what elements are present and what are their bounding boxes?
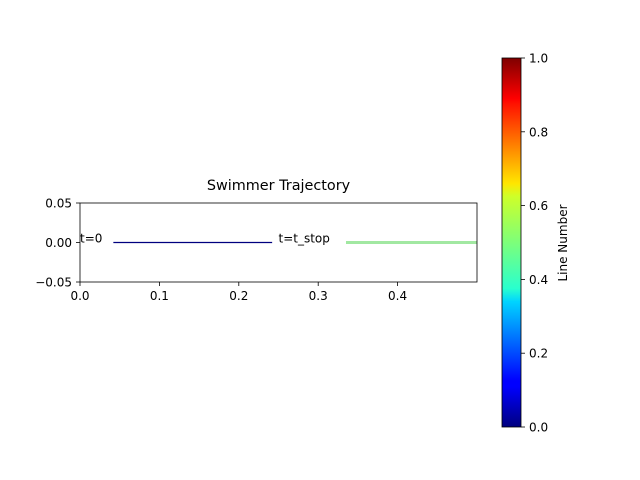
y-tick-label: 0.05: [45, 197, 72, 211]
chart-title: Swimmer Trajectory: [207, 178, 351, 194]
x-tick-label: 0.2: [229, 289, 248, 303]
colorbar-label: Line Number: [556, 204, 570, 281]
annotation-background: [79, 230, 110, 247]
colorbar-tick-label: 0.6: [529, 199, 548, 213]
x-tick-label: 0.4: [388, 289, 407, 303]
colorbar-axis: 0.0 0.2 0.4 0.6 0.8 1.0: [521, 52, 548, 435]
colorbar-tick-label: 1.0: [529, 52, 548, 66]
colorbar-tick-label: 0.8: [529, 125, 548, 139]
colorbar-tick-label: 0.2: [529, 347, 548, 361]
y-tick-label: 0.00: [45, 236, 72, 250]
y-tick-label: −0.05: [35, 276, 72, 290]
colorbar-tick-label: 0.0: [529, 421, 548, 435]
annotation-background: [277, 230, 337, 247]
y-axis: 0.05 0.00 −0.05: [35, 197, 80, 290]
annotation-layer: t=0 t=t_stop: [79, 230, 337, 247]
colorbar-tick-label: 0.4: [529, 273, 548, 287]
annotation-label: t=t_stop: [279, 232, 330, 246]
x-tick-label: 0.1: [150, 289, 169, 303]
colorbar: [501, 57, 522, 428]
x-tick-label: 0.3: [309, 289, 328, 303]
x-axis: 0.0 0.1 0.2 0.3 0.4: [70, 282, 407, 303]
annotation-label: t=0: [80, 232, 102, 246]
x-tick-label: 0.0: [70, 289, 89, 303]
